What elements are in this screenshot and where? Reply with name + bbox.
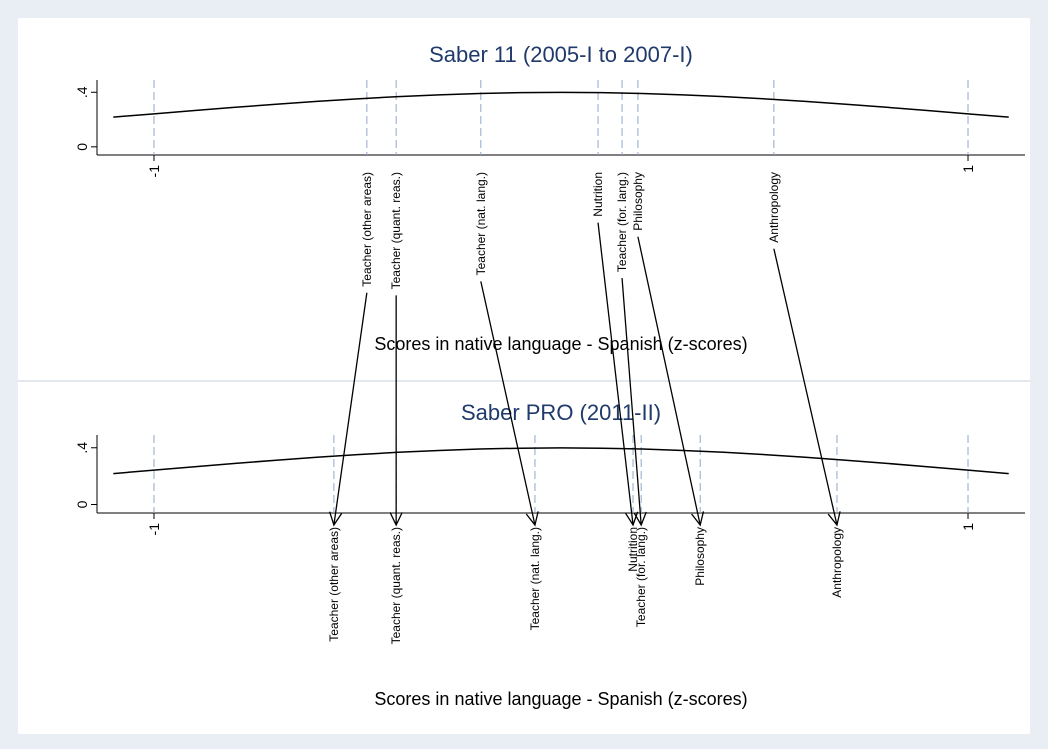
arrow: [480, 281, 536, 526]
marker-label: Teacher (nat. lang.): [474, 172, 488, 275]
x-axis-label: Scores in native language - Spanish (z-s…: [374, 334, 747, 354]
marker-label: Teacher (other areas): [360, 172, 374, 287]
marker-label: Philosophy: [693, 527, 707, 586]
arrow-head: [389, 512, 403, 527]
arrow: [773, 248, 838, 526]
chart-title: Saber PRO (2011-II): [461, 400, 661, 425]
marker-label: Nutrition: [626, 527, 640, 572]
y-tick-label: .4: [74, 442, 90, 454]
x-tick-label: 1: [960, 523, 976, 531]
x-tick-label: -1: [146, 523, 162, 536]
arrow-head: [633, 511, 647, 527]
y-tick-label: 0: [74, 500, 90, 508]
density-curve: [113, 447, 1009, 475]
marker-label: Teacher (for. lang.): [634, 527, 648, 627]
marker-label: Teacher (quant. reas.): [389, 527, 403, 644]
arrow-head: [691, 511, 705, 527]
y-tick-label: 0: [74, 143, 90, 151]
x-tick-label: -1: [146, 165, 162, 178]
panel: [18, 18, 1030, 380]
marker-label: Teacher (for. lang.): [615, 172, 629, 272]
arrow: [333, 292, 368, 526]
arrow: [637, 236, 701, 526]
marker-label: Nutrition: [591, 172, 605, 217]
panel: [18, 382, 1030, 734]
arrow: [621, 278, 642, 526]
marker-label: Teacher (quant. reas.): [389, 172, 403, 289]
marker-label: Teacher (nat. lang.): [528, 527, 542, 630]
marker-label: Anthropology: [767, 172, 781, 243]
x-axis-label: Scores in native language - Spanish (z-s…: [374, 689, 747, 709]
x-tick-label: 1: [960, 165, 976, 173]
y-tick-label: .4: [74, 86, 90, 98]
density-curve: [113, 91, 1009, 118]
arrow-head: [329, 511, 343, 527]
arrow-head: [525, 511, 539, 527]
marker-label: Anthropology: [830, 527, 844, 598]
marker-label: Philosophy: [631, 172, 645, 231]
arrow-head: [827, 511, 841, 527]
marker-label: Teacher (other areas): [327, 527, 341, 642]
arrow: [597, 222, 634, 526]
chart-title: Saber 11 (2005-I to 2007-I): [429, 42, 693, 67]
